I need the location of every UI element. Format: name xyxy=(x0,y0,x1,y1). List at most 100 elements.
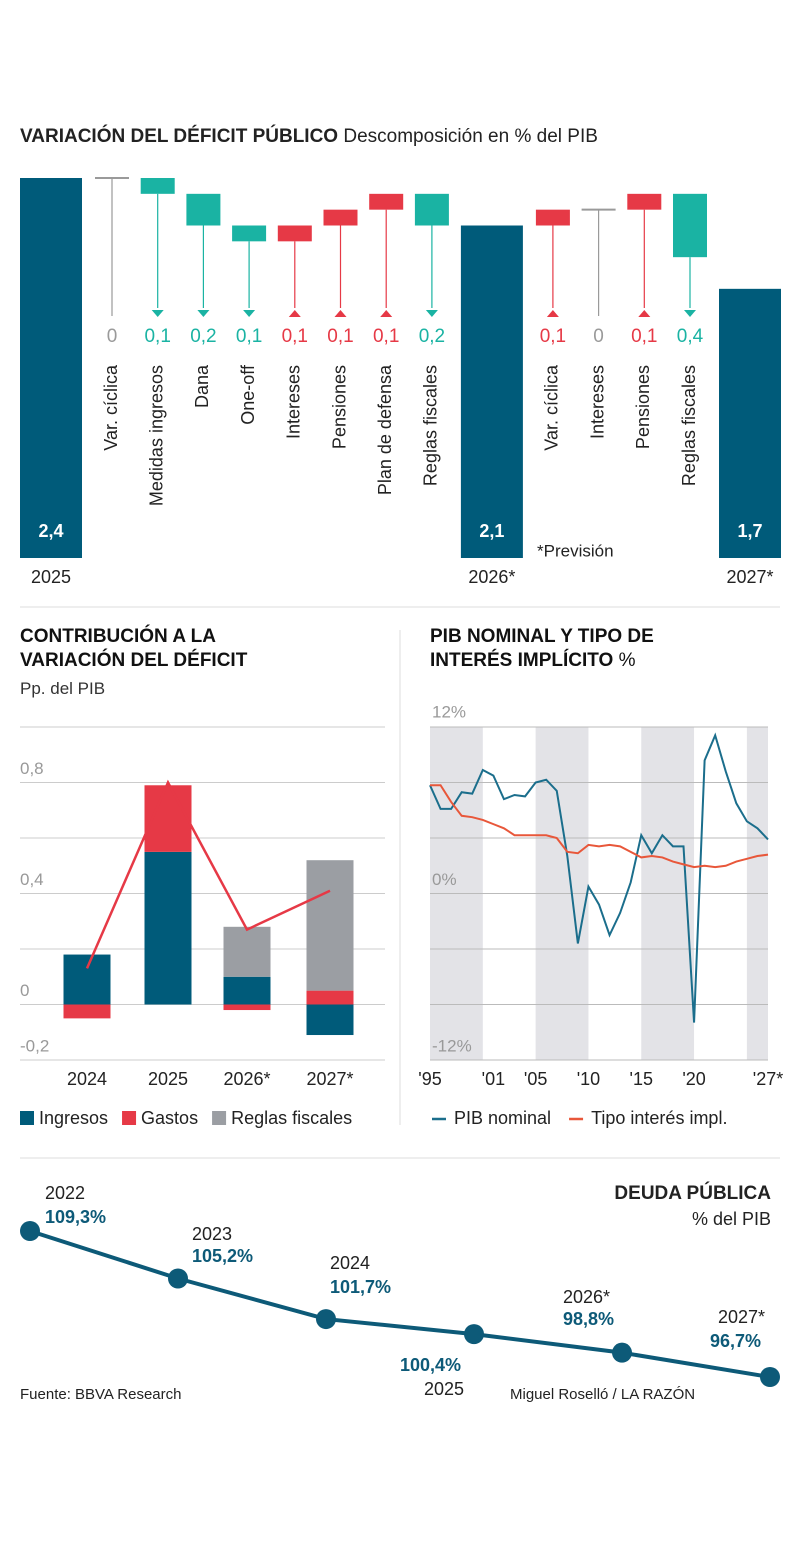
legend-label: Gastos xyxy=(141,1108,198,1128)
total-bar xyxy=(20,178,82,558)
direction-arrow xyxy=(380,310,393,317)
direction-arrow xyxy=(334,310,347,317)
x-tick-label: '95 xyxy=(418,1069,441,1089)
x-tick-label: '20 xyxy=(682,1069,705,1089)
category-label: Reglas fiscales xyxy=(421,365,441,486)
bar-segment xyxy=(306,1004,354,1036)
y-tick-label: 0% xyxy=(432,870,457,889)
value-label: 0,1 xyxy=(540,326,566,347)
step-bar xyxy=(673,193,707,258)
debt-point xyxy=(316,1309,336,1330)
year-label: 2026* xyxy=(563,1287,610,1307)
value-label: 101,7% xyxy=(330,1277,391,1297)
total-line xyxy=(85,779,331,969)
step-bar xyxy=(186,193,221,226)
chart-title: CONTRIBUCIÓN A LA VARIACIÓN DEL DÉFICIT xyxy=(20,626,248,671)
category-label: Var. cíclica xyxy=(101,364,121,451)
year-label: 2027* xyxy=(718,1307,765,1327)
category-label: Plan de defensa xyxy=(375,364,395,495)
debt-point xyxy=(168,1268,188,1289)
value-label: 100,4% xyxy=(400,1355,461,1375)
value-label: 2,4 xyxy=(38,521,63,541)
debt-point xyxy=(612,1342,632,1363)
legend-label: PIB nominal xyxy=(454,1108,551,1128)
x-tick-label: 2026* xyxy=(223,1069,270,1089)
year-label: 2022 xyxy=(45,1183,85,1203)
total-bar xyxy=(719,288,781,558)
x-tick-label: 2024 xyxy=(67,1069,107,1089)
debt-point xyxy=(20,1221,40,1241)
x-tick-label: '01 xyxy=(482,1069,505,1089)
subtitle: % xyxy=(618,650,636,671)
step-bar xyxy=(414,193,449,226)
legend-label: Ingresos xyxy=(39,1108,108,1128)
legend-swatch xyxy=(122,1111,137,1125)
chart-title: PIB NOMINAL Y TIPO DE INTERÉS IMPLÍCITO … xyxy=(430,625,692,673)
bar-segment xyxy=(306,860,354,991)
value-label: 0,1 xyxy=(373,326,399,347)
bar-segment xyxy=(63,1004,111,1019)
title: PIB NOMINAL Y TIPO DE INTERÉS IMPLÍCITO xyxy=(430,626,654,671)
value-label: 105,2% xyxy=(192,1246,253,1266)
direction-arrow xyxy=(288,310,301,317)
series-line xyxy=(429,732,769,1023)
step-bar xyxy=(277,225,312,242)
y-tick-label: -12% xyxy=(432,1036,472,1055)
debt-line xyxy=(29,1229,771,1379)
series-line xyxy=(430,784,769,869)
step-bar xyxy=(369,193,404,210)
category-label: Medidas ingresos xyxy=(146,365,166,506)
direction-arrow xyxy=(197,310,210,317)
x-tick-label: '05 xyxy=(524,1069,547,1089)
value-label: 0,1 xyxy=(144,326,170,347)
year-label: 2023 xyxy=(192,1224,232,1244)
direction-arrow xyxy=(151,310,164,317)
step-bar xyxy=(627,193,662,210)
chart-subtitle: % del PIB xyxy=(692,1209,771,1229)
legend-label: Reglas fiscales xyxy=(231,1108,352,1128)
value-label: 0 xyxy=(107,326,118,347)
x-tick-label: 2025 xyxy=(148,1069,188,1089)
debt-point xyxy=(760,1367,780,1387)
debt-point xyxy=(464,1324,484,1345)
bar-segment xyxy=(223,926,271,977)
value-label: 0,4 xyxy=(677,326,704,347)
x-tick-label: '15 xyxy=(630,1069,653,1089)
source: Fuente: BBVA Research xyxy=(20,1386,181,1403)
category-label: Intereses xyxy=(284,365,304,439)
step-bar xyxy=(535,209,570,226)
value-label: 0,2 xyxy=(419,326,445,347)
x-tick-label: '27* xyxy=(753,1069,783,1089)
category-label: 2026* xyxy=(468,567,515,587)
category-label: One-off xyxy=(238,364,258,425)
y-tick-label: 0,8 xyxy=(20,759,44,778)
value-label: 0,1 xyxy=(327,326,353,347)
value-label: 109,3% xyxy=(45,1207,106,1227)
value-label: 1,7 xyxy=(737,521,762,541)
direction-arrow xyxy=(243,310,256,317)
y-tick-label: 0,4 xyxy=(20,870,44,889)
direction-arrow xyxy=(638,310,651,317)
subtitle: Descomposición en % del PIB xyxy=(343,126,598,147)
bar-segment xyxy=(144,851,192,1005)
direction-arrow xyxy=(684,310,696,317)
bar-segment xyxy=(223,1004,271,1011)
chart-subtitle: Pp. del PIB xyxy=(20,679,106,698)
chart-title: VARIACIÓN DEL DÉFICIT PÚBLICO Descomposi… xyxy=(20,125,598,147)
value-label: 96,7% xyxy=(710,1331,761,1351)
annotation: *Previsión xyxy=(537,541,614,560)
category-label: Var. cíclica xyxy=(542,364,562,451)
bar-segment xyxy=(306,990,354,1005)
y-tick-label: -0,2 xyxy=(20,1036,49,1055)
step-bar xyxy=(323,209,358,226)
value-label: 0,1 xyxy=(236,326,262,347)
x-tick-label: 2027* xyxy=(306,1069,353,1089)
total-bar xyxy=(460,225,523,558)
x-tick-label: '10 xyxy=(577,1069,600,1089)
credit: Miguel Roselló / LA RAZÓN xyxy=(510,1386,695,1403)
category-label: 2027* xyxy=(726,567,773,587)
value-label: 0 xyxy=(593,326,604,347)
category-label: Dana xyxy=(192,364,212,408)
category-label: Pensiones xyxy=(329,365,349,449)
